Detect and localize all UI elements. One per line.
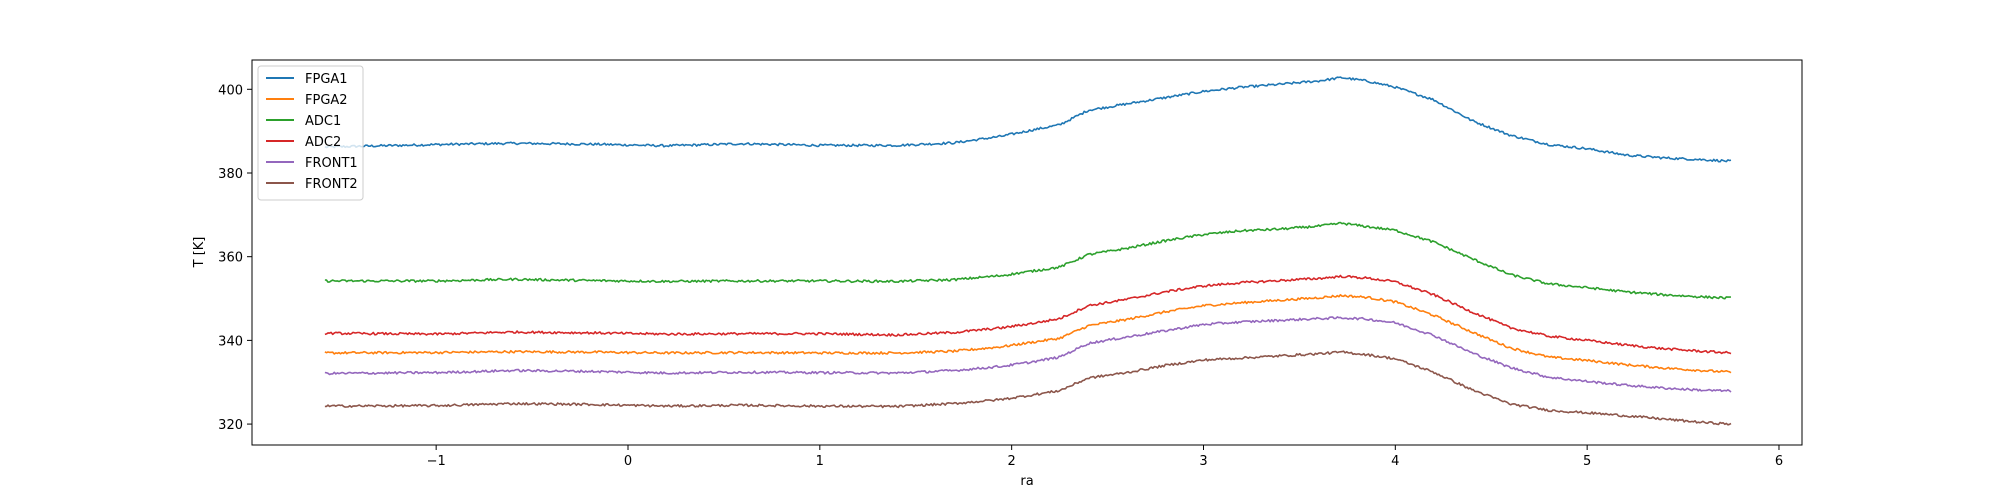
y-axis-ticks: 320 340 360 380 400: [218, 83, 252, 433]
legend-label-fpga2: FPGA2: [305, 93, 348, 108]
legend-label-adc2: ADC2: [305, 135, 341, 150]
y-tick-label: 340: [218, 334, 243, 349]
x-tick-label: 4: [1391, 454, 1399, 469]
series-line-adc2: [324, 274, 1732, 355]
x-tick-label: 6: [1775, 454, 1783, 469]
x-tick-label: 2: [1008, 454, 1016, 469]
series-line-front2: [324, 350, 1732, 426]
y-tick-label: 360: [218, 251, 243, 266]
x-tick-label: 3: [1199, 454, 1207, 469]
series-line-front1: [324, 316, 1732, 393]
x-tick-label: 0: [624, 454, 632, 469]
series-line-adc1: [324, 221, 1732, 300]
legend-label-front1: FRONT1: [305, 156, 358, 171]
y-axis-label: T [K]: [192, 237, 207, 269]
series-line-fpga1: [324, 76, 1732, 163]
plot-frame: [251, 59, 1803, 446]
series-line-fpga2: [324, 293, 1732, 374]
legend-label-adc1: ADC1: [305, 114, 341, 129]
y-tick-label: 320: [218, 418, 243, 433]
x-tick-label: 5: [1583, 454, 1591, 469]
y-tick-label: 380: [218, 167, 243, 182]
legend-label-front2: FRONT2: [305, 177, 358, 192]
x-axis-label: ra: [1020, 474, 1033, 489]
x-tick-label: 1: [816, 454, 824, 469]
series-layer: [324, 76, 1732, 426]
y-tick-label: 400: [218, 83, 243, 98]
x-axis-ticks: −1 0 1 2 3 4 5 6: [427, 445, 1783, 469]
legend-label-fpga1: FPGA1: [305, 72, 348, 87]
x-tick-label: −1: [427, 454, 446, 469]
legend: FPGA1 FPGA2 ADC1 ADC2 FRONT1 FRONT2: [257, 65, 364, 201]
